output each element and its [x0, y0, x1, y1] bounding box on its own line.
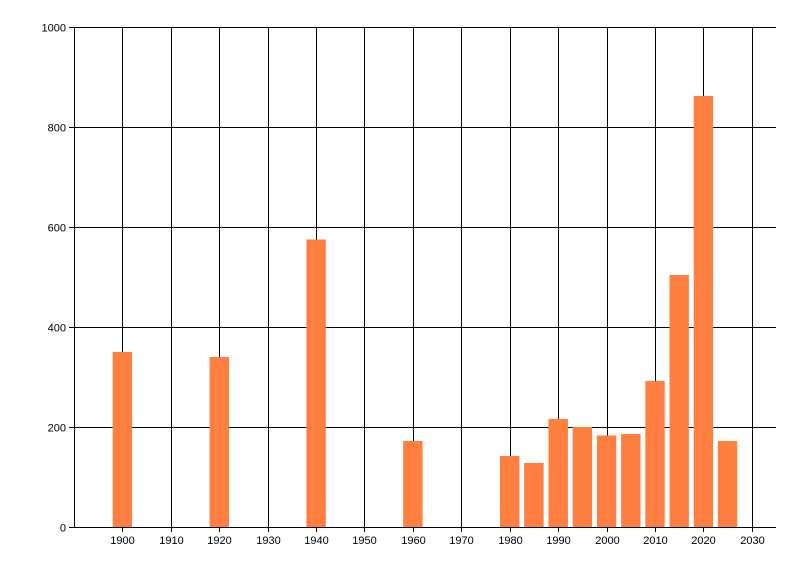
bars	[112, 96, 738, 527]
x-tick-label-2020: 2020	[691, 535, 715, 547]
x-tick-label-1900: 1900	[110, 535, 134, 547]
bar-2010	[645, 381, 665, 527]
x-tick-label-2000: 2000	[595, 535, 619, 547]
bar-2015	[669, 275, 689, 527]
bar-2000	[596, 435, 617, 527]
x-tick-label-1950: 1950	[352, 535, 376, 547]
y-tick-label-800: 800	[48, 123, 66, 135]
bar-2005	[621, 434, 641, 527]
tick-labels: 0 200 400 600 800 1000 1900 1910 1920 1930 1940 195…	[42, 23, 765, 548]
x-tick-label-1980: 1980	[498, 535, 522, 547]
x-tick-label-1970: 1970	[449, 535, 473, 547]
y-tick-label-600: 600	[48, 223, 66, 235]
x-tick-label-1940: 1940	[304, 535, 328, 547]
bar-1960	[403, 441, 423, 527]
bar-1995	[572, 427, 593, 527]
bar-1985	[524, 463, 544, 527]
x-tick-label-1910: 1910	[159, 535, 183, 547]
bar-1940	[306, 239, 326, 527]
x-tick-label-2030: 2030	[740, 535, 764, 547]
bar-2020	[693, 96, 714, 527]
x-tick-label-1960: 1960	[401, 535, 425, 547]
axes	[69, 27, 776, 532]
bar-1920	[209, 357, 229, 527]
y-tick-label-0: 0	[60, 523, 66, 535]
bar-2025	[717, 441, 738, 527]
bar-1900	[112, 352, 133, 527]
x-tick-label-1920: 1920	[207, 535, 231, 547]
y-tick-label-200: 200	[48, 423, 66, 435]
y-tick-label-1000: 1000	[42, 23, 66, 35]
x-tick-label-1930: 1930	[256, 535, 280, 547]
bar-1990	[548, 419, 568, 527]
x-tick-label-2010: 2010	[643, 535, 667, 547]
y-tick-label-400: 400	[48, 323, 66, 335]
x-tick-label-1990: 1990	[546, 535, 570, 547]
bar-1980	[500, 456, 520, 527]
